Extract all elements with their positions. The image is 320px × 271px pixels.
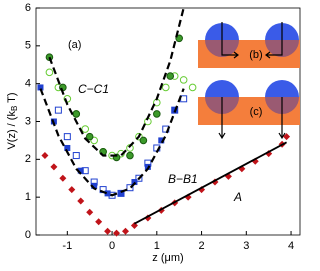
point: [50, 163, 58, 171]
point: [126, 151, 134, 160]
point: [64, 144, 71, 151]
x-tick-label: -1: [62, 240, 72, 252]
point: [135, 132, 143, 141]
point: [59, 174, 67, 182]
point: [72, 152, 80, 160]
annotation: (a): [68, 39, 81, 51]
point: [283, 133, 291, 141]
particle: [205, 80, 239, 97]
point: [45, 68, 54, 77]
fit-line: [39, 88, 185, 197]
point: [188, 83, 197, 92]
y-label-part: V(z) / (k: [6, 111, 18, 150]
point: [161, 83, 170, 92]
point: [104, 190, 111, 197]
point: [135, 174, 143, 182]
point: [91, 182, 98, 189]
arrow: [265, 22, 283, 59]
x-tick-label: 2: [198, 240, 204, 252]
y-tick-label: 0: [25, 229, 31, 241]
arrow: [221, 22, 239, 59]
point: [130, 222, 138, 230]
y-axis-label: V(z) / (kB T): [6, 92, 19, 149]
y-tick-label: 5: [25, 40, 31, 52]
point: [166, 72, 175, 80]
point: [85, 132, 94, 141]
point: [121, 227, 129, 235]
y-tick-label: 1: [25, 191, 31, 203]
inset-b: (b): [198, 22, 300, 68]
arrow: [218, 97, 226, 140]
point: [37, 84, 44, 91]
point: [153, 110, 161, 118]
x-axis-label: z (μm): [152, 252, 183, 264]
point: [77, 167, 84, 174]
point: [54, 106, 62, 114]
inset-label: (b): [249, 49, 262, 61]
annotation: B−B1: [168, 172, 198, 186]
point: [179, 76, 188, 84]
y-label-sub: B: [10, 106, 19, 111]
point: [68, 186, 76, 194]
annotation: A: [233, 190, 242, 204]
x-tick-label: 0: [109, 240, 115, 252]
fit-line: [134, 141, 288, 225]
point: [63, 133, 71, 141]
point: [41, 152, 49, 160]
arrow: [278, 97, 286, 140]
annotation: C−C1: [78, 82, 109, 96]
inset-c: (c): [198, 80, 300, 140]
point: [81, 125, 90, 133]
point: [86, 208, 94, 216]
point: [95, 218, 103, 226]
y-tick-label: 6: [25, 2, 31, 14]
point: [104, 227, 112, 235]
chart: (b) (c) z (μm) V(z) / (kB T) -1 0 1 2 3 4 0 1 2 3…: [6, 2, 301, 264]
point: [139, 136, 148, 145]
fit-line: [48, 7, 185, 157]
point: [90, 136, 98, 145]
x-tick-label: 4: [288, 240, 294, 252]
y-tick-label: 4: [25, 78, 31, 90]
x-tick-label: 1: [154, 240, 160, 252]
point: [113, 229, 121, 237]
x-tick-label: 3: [243, 240, 249, 252]
point: [77, 197, 85, 205]
y-tick-label: 2: [25, 153, 31, 165]
point: [72, 110, 81, 118]
inset-label: (c): [250, 106, 263, 118]
point: [118, 190, 125, 197]
point: [126, 184, 134, 192]
point: [158, 137, 165, 144]
particle: [265, 80, 299, 97]
y-tick-label: 3: [25, 115, 31, 127]
y-label-part: T): [6, 92, 18, 105]
